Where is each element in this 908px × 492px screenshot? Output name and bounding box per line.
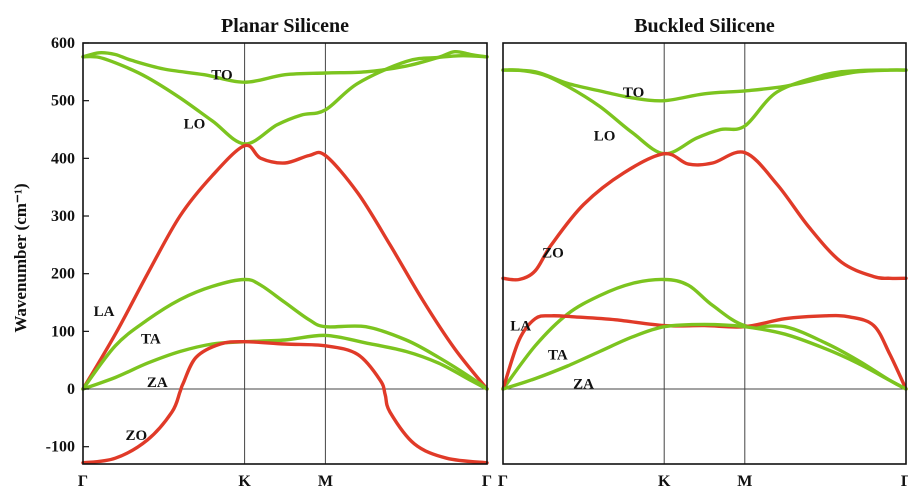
dispersion-branch-2: [501, 68, 908, 156]
plot-frame: [82, 42, 488, 465]
plot-frame: [502, 42, 907, 465]
y-axis-label: Wavenumber (cm⁻¹): [11, 183, 30, 332]
mode-label: ZO: [542, 245, 564, 261]
mode-label: LA: [94, 304, 115, 320]
dispersion-branch-1: [81, 49, 489, 84]
y-tick-label: 500: [51, 93, 75, 110]
x-tick-label: M: [737, 473, 752, 490]
y-tick-label: 600: [51, 35, 75, 52]
dispersion-branch-6: [81, 339, 489, 465]
dispersion-branch-3: [81, 143, 489, 391]
panel-buckled-silicene: Buckled Silicene Γ K M Γ TO LO ZO LA TA ZA: [498, 15, 908, 490]
y-tick-label: 300: [51, 208, 75, 225]
y-tick-label: 200: [51, 266, 75, 283]
dispersion-branch-2: [81, 53, 489, 146]
mode-label: LO: [184, 117, 206, 133]
y-tick-label: 100: [51, 323, 75, 340]
x-tick-label: Γ: [498, 473, 508, 490]
mode-label: TO: [211, 68, 232, 84]
x-tick-label: M: [318, 473, 333, 490]
dispersion-branch-6: [501, 322, 908, 391]
mode-label: LA: [510, 319, 531, 335]
x-tick-label: K: [658, 473, 671, 490]
dispersion-branch-4: [501, 277, 908, 391]
x-tick-label: Γ: [78, 473, 88, 490]
panel-title: Buckled Silicene: [634, 15, 775, 37]
y-tick-label: 400: [51, 150, 75, 167]
dispersion-branch-3: [501, 150, 908, 282]
mode-label: TO: [623, 85, 644, 101]
mode-label: TA: [141, 331, 161, 347]
panel-title: Planar Silicene: [221, 15, 349, 37]
x-tick-label: K: [238, 473, 251, 490]
x-tick-label: Γ: [482, 473, 492, 490]
y-tick-label: 0: [67, 381, 75, 398]
mode-label: TA: [548, 347, 568, 363]
x-tick-label: Γ: [901, 473, 908, 490]
dispersion-branch-5: [81, 333, 489, 391]
mode-label: ZA: [573, 376, 594, 392]
mode-label: ZA: [147, 375, 168, 391]
mode-label: LO: [594, 128, 616, 144]
y-tick-label: -100: [46, 439, 75, 456]
dispersion-branch-4: [81, 277, 489, 391]
mode-label: ZO: [125, 428, 147, 444]
